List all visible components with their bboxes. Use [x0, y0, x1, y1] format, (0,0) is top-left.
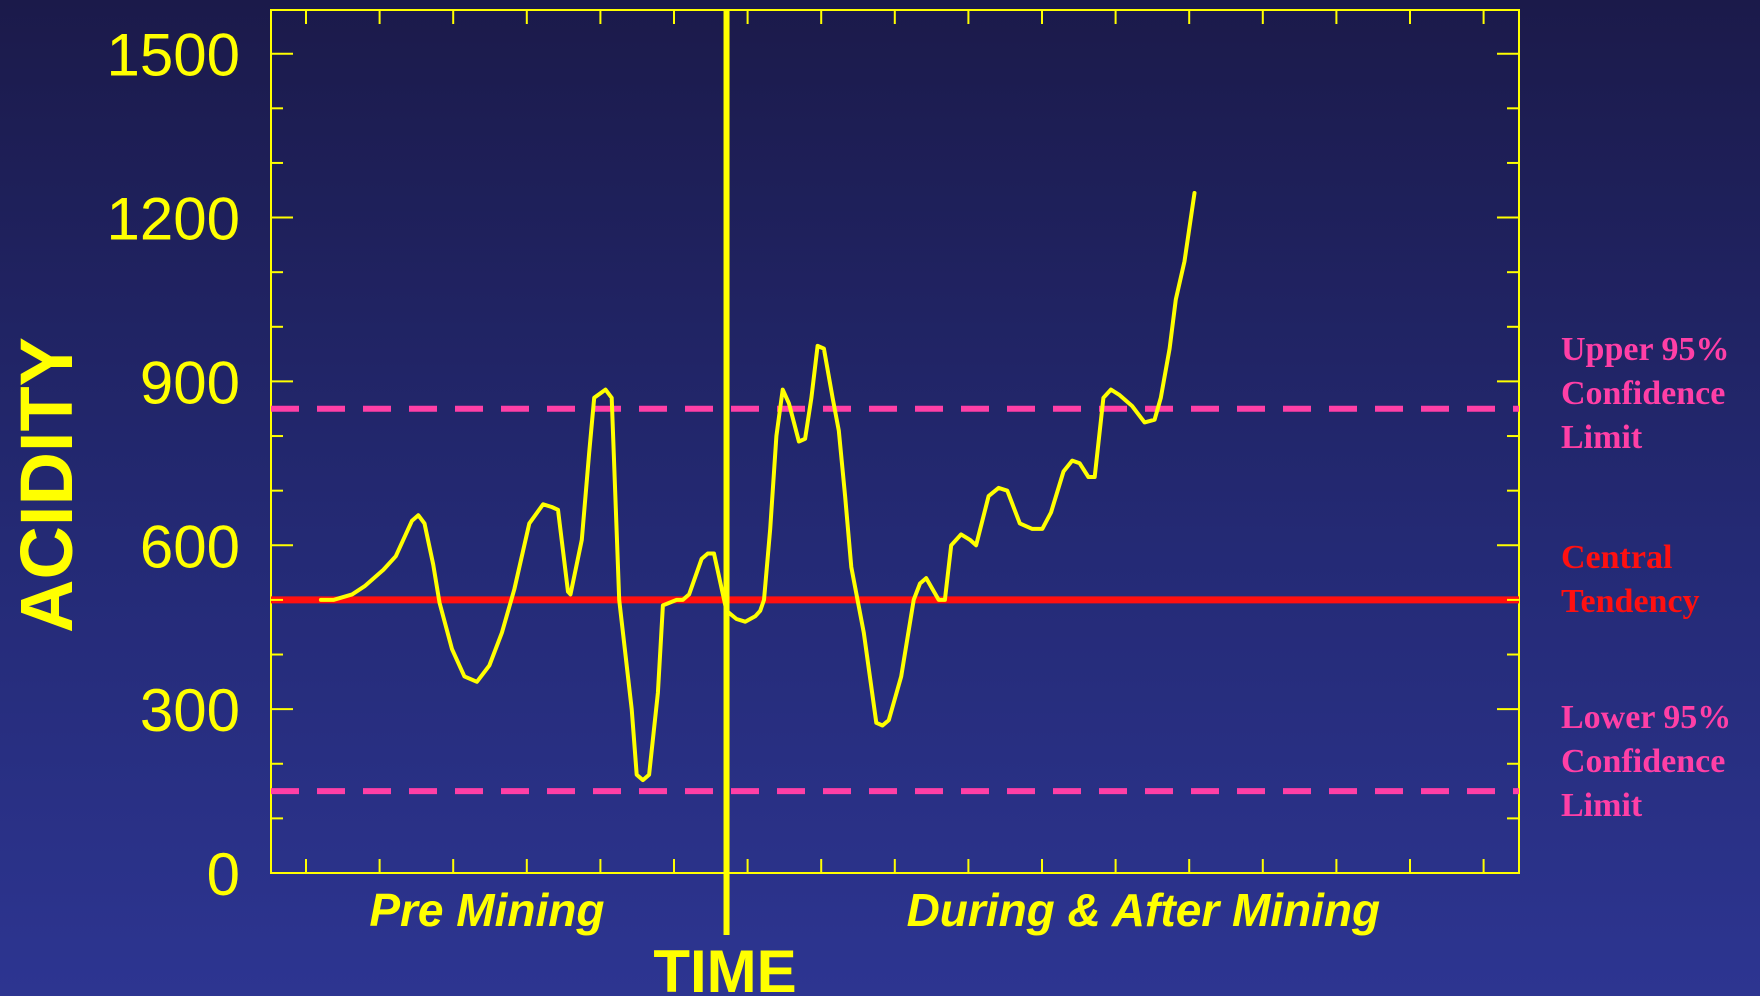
annotation-line: Limit — [1561, 419, 1643, 456]
acidity-series-line — [318, 191, 1197, 783]
y-axis-title: ACIDITY — [5, 337, 88, 633]
y-axis: 0 300 600 900 1200 1500 — [107, 22, 1519, 908]
plot-frame — [270, 9, 1520, 874]
annotation-line: Upper 95% — [1561, 331, 1729, 368]
x-axis-title: TIME — [653, 938, 796, 996]
y-tick-label: 600 — [140, 513, 240, 580]
upper-limit-label: Upper 95% Confidence Limit — [1561, 331, 1729, 456]
annotations-group: Upper 95% Confidence Limit Central Tendency L… — [1561, 331, 1731, 824]
series-group — [318, 191, 1197, 783]
lower-limit-label: Lower 95% Confidence Limit — [1561, 699, 1731, 824]
annotation-line: Limit — [1561, 787, 1643, 824]
plot-border — [270, 9, 1520, 874]
annotation-line: Confidence — [1561, 375, 1725, 412]
y-tick-label: 1500 — [107, 22, 240, 89]
annotation-line: Confidence — [1561, 743, 1725, 780]
period-label: During & After Mining — [907, 884, 1381, 936]
y-tick-label: 300 — [140, 677, 240, 744]
labels-group: ACIDITY TIME Pre Mining During & After Mi… — [5, 337, 1380, 996]
annotation-line: Lower 95% — [1561, 699, 1731, 736]
period-label: Pre Mining — [369, 884, 604, 936]
reference-lines — [271, 10, 1519, 935]
annotation-line: Tendency — [1561, 583, 1700, 620]
y-tick-label: 900 — [140, 349, 240, 416]
annotation-line: Central — [1561, 539, 1672, 576]
y-tick-label: 1200 — [107, 186, 240, 253]
central-limit-label: Central Tendency — [1561, 539, 1700, 620]
y-tick-label: 0 — [207, 841, 240, 908]
